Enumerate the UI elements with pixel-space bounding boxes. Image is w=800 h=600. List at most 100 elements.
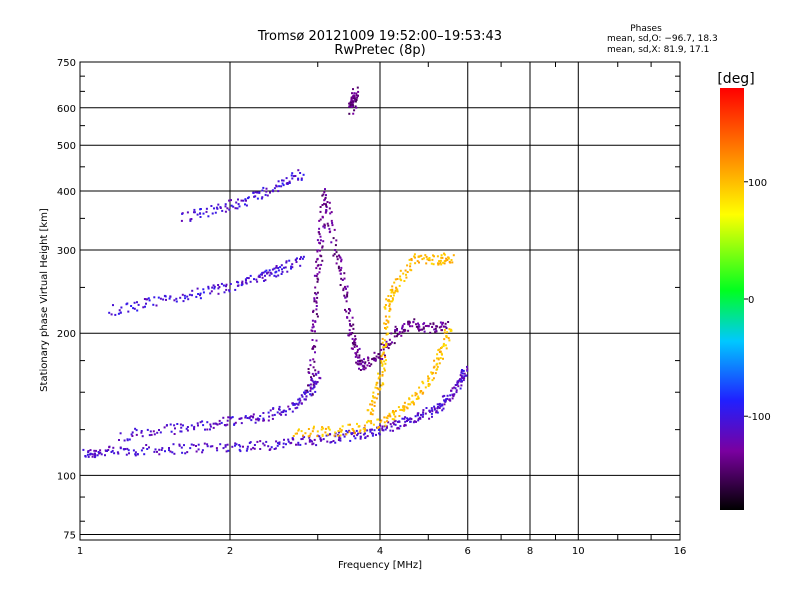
scatter-point [311, 443, 314, 446]
scatter-point [306, 389, 309, 392]
scatter-point [439, 357, 442, 360]
scatter-point [420, 254, 423, 257]
scatter-point [436, 255, 439, 258]
y-tick-label: 500 [57, 141, 76, 152]
scatter-point [268, 274, 271, 277]
scatter-point [377, 393, 380, 396]
scatter-point [180, 426, 183, 429]
scatter-point [173, 452, 176, 455]
scatter-point [381, 364, 384, 367]
scatter-point [173, 424, 176, 427]
scatter-point [240, 199, 243, 202]
scatter-point [388, 315, 391, 318]
scatter-point [433, 407, 436, 410]
scatter-point [269, 448, 272, 451]
scatter-point [252, 446, 255, 449]
scatter-point [339, 439, 342, 442]
scatter-point [391, 297, 394, 300]
scatter-point [168, 449, 170, 452]
scatter-point [354, 437, 357, 440]
scatter-point [358, 425, 361, 428]
scatter-point [318, 241, 321, 244]
scatter-point [218, 422, 221, 425]
scatter-point [321, 246, 324, 249]
scatter-point [284, 413, 287, 416]
scatter-point [356, 422, 358, 425]
scatter-point [428, 383, 431, 386]
scatter-point [380, 348, 382, 351]
scatter-point [338, 436, 341, 439]
scatter-point [367, 419, 370, 422]
scatter-point [346, 285, 349, 288]
scatter-point [153, 433, 156, 436]
scatter-point [427, 375, 429, 378]
scatter-point [310, 379, 313, 381]
scatter-point [202, 288, 205, 291]
scatter-point [156, 431, 159, 434]
scatter-point [236, 280, 238, 283]
scatter-point [417, 325, 419, 328]
scatter-point [403, 424, 406, 427]
scatter-point [380, 355, 383, 358]
scatter-point [314, 292, 317, 295]
scatter-point [317, 370, 320, 373]
scatter-point [346, 293, 349, 296]
scatter-point [253, 447, 256, 450]
scatter-point [351, 432, 354, 435]
scatter-point [245, 199, 247, 202]
scatter-point [367, 359, 370, 362]
scatter-point [412, 402, 415, 404]
scatter-point [401, 327, 403, 330]
scatter-point [316, 249, 319, 252]
scatter-point [368, 362, 371, 365]
scatter-point [377, 388, 380, 391]
scatter-point [407, 403, 410, 406]
scatter-point [257, 275, 260, 278]
scatter-point [159, 297, 162, 300]
scatter-point [454, 387, 457, 390]
scatter-point [315, 382, 318, 385]
scatter-point [312, 374, 315, 377]
scatter-point [314, 330, 316, 333]
scatter-point [202, 291, 205, 294]
scatter-point [364, 427, 366, 430]
scatter-point [275, 275, 278, 278]
scatter-point [351, 100, 354, 103]
scatter-point [402, 328, 405, 331]
scatter-point [314, 351, 316, 354]
scatter-point [349, 323, 351, 325]
scatter-point [321, 194, 324, 197]
scatter-point [373, 405, 376, 407]
phases-summary: Phases mean, sd,O: −96.7, 18.3 mean, sd,… [607, 24, 718, 55]
scatter-point [406, 407, 409, 410]
scatter-point [258, 276, 261, 278]
scatter-point [406, 420, 408, 422]
scatter-point [446, 259, 449, 261]
scatter-point [442, 321, 444, 324]
scatter-point [401, 409, 404, 412]
scatter-point [394, 330, 396, 333]
scatter-point [297, 398, 300, 401]
scatter-point [338, 254, 340, 257]
scatter-point [245, 282, 248, 285]
scatter-point [295, 402, 298, 405]
scatter-point [335, 262, 338, 265]
scatter-point [340, 266, 343, 269]
y-tick-label: 400 [57, 187, 76, 198]
scatter-point [336, 258, 339, 261]
scatter-point [356, 349, 359, 351]
scatter-point [349, 423, 351, 426]
scatter-point [466, 369, 469, 372]
scatter-point [312, 346, 314, 349]
scatter-point [417, 323, 420, 326]
scatter-point [433, 328, 436, 331]
scatter-point [315, 300, 318, 303]
scatter-point [359, 429, 362, 432]
scatter-point [421, 380, 424, 383]
scatter-point [422, 327, 425, 330]
scatter-point [412, 400, 414, 403]
scatter-point [350, 432, 353, 435]
scatter-point [354, 97, 357, 100]
scatter-point [291, 263, 294, 266]
scatter-point [439, 261, 442, 264]
